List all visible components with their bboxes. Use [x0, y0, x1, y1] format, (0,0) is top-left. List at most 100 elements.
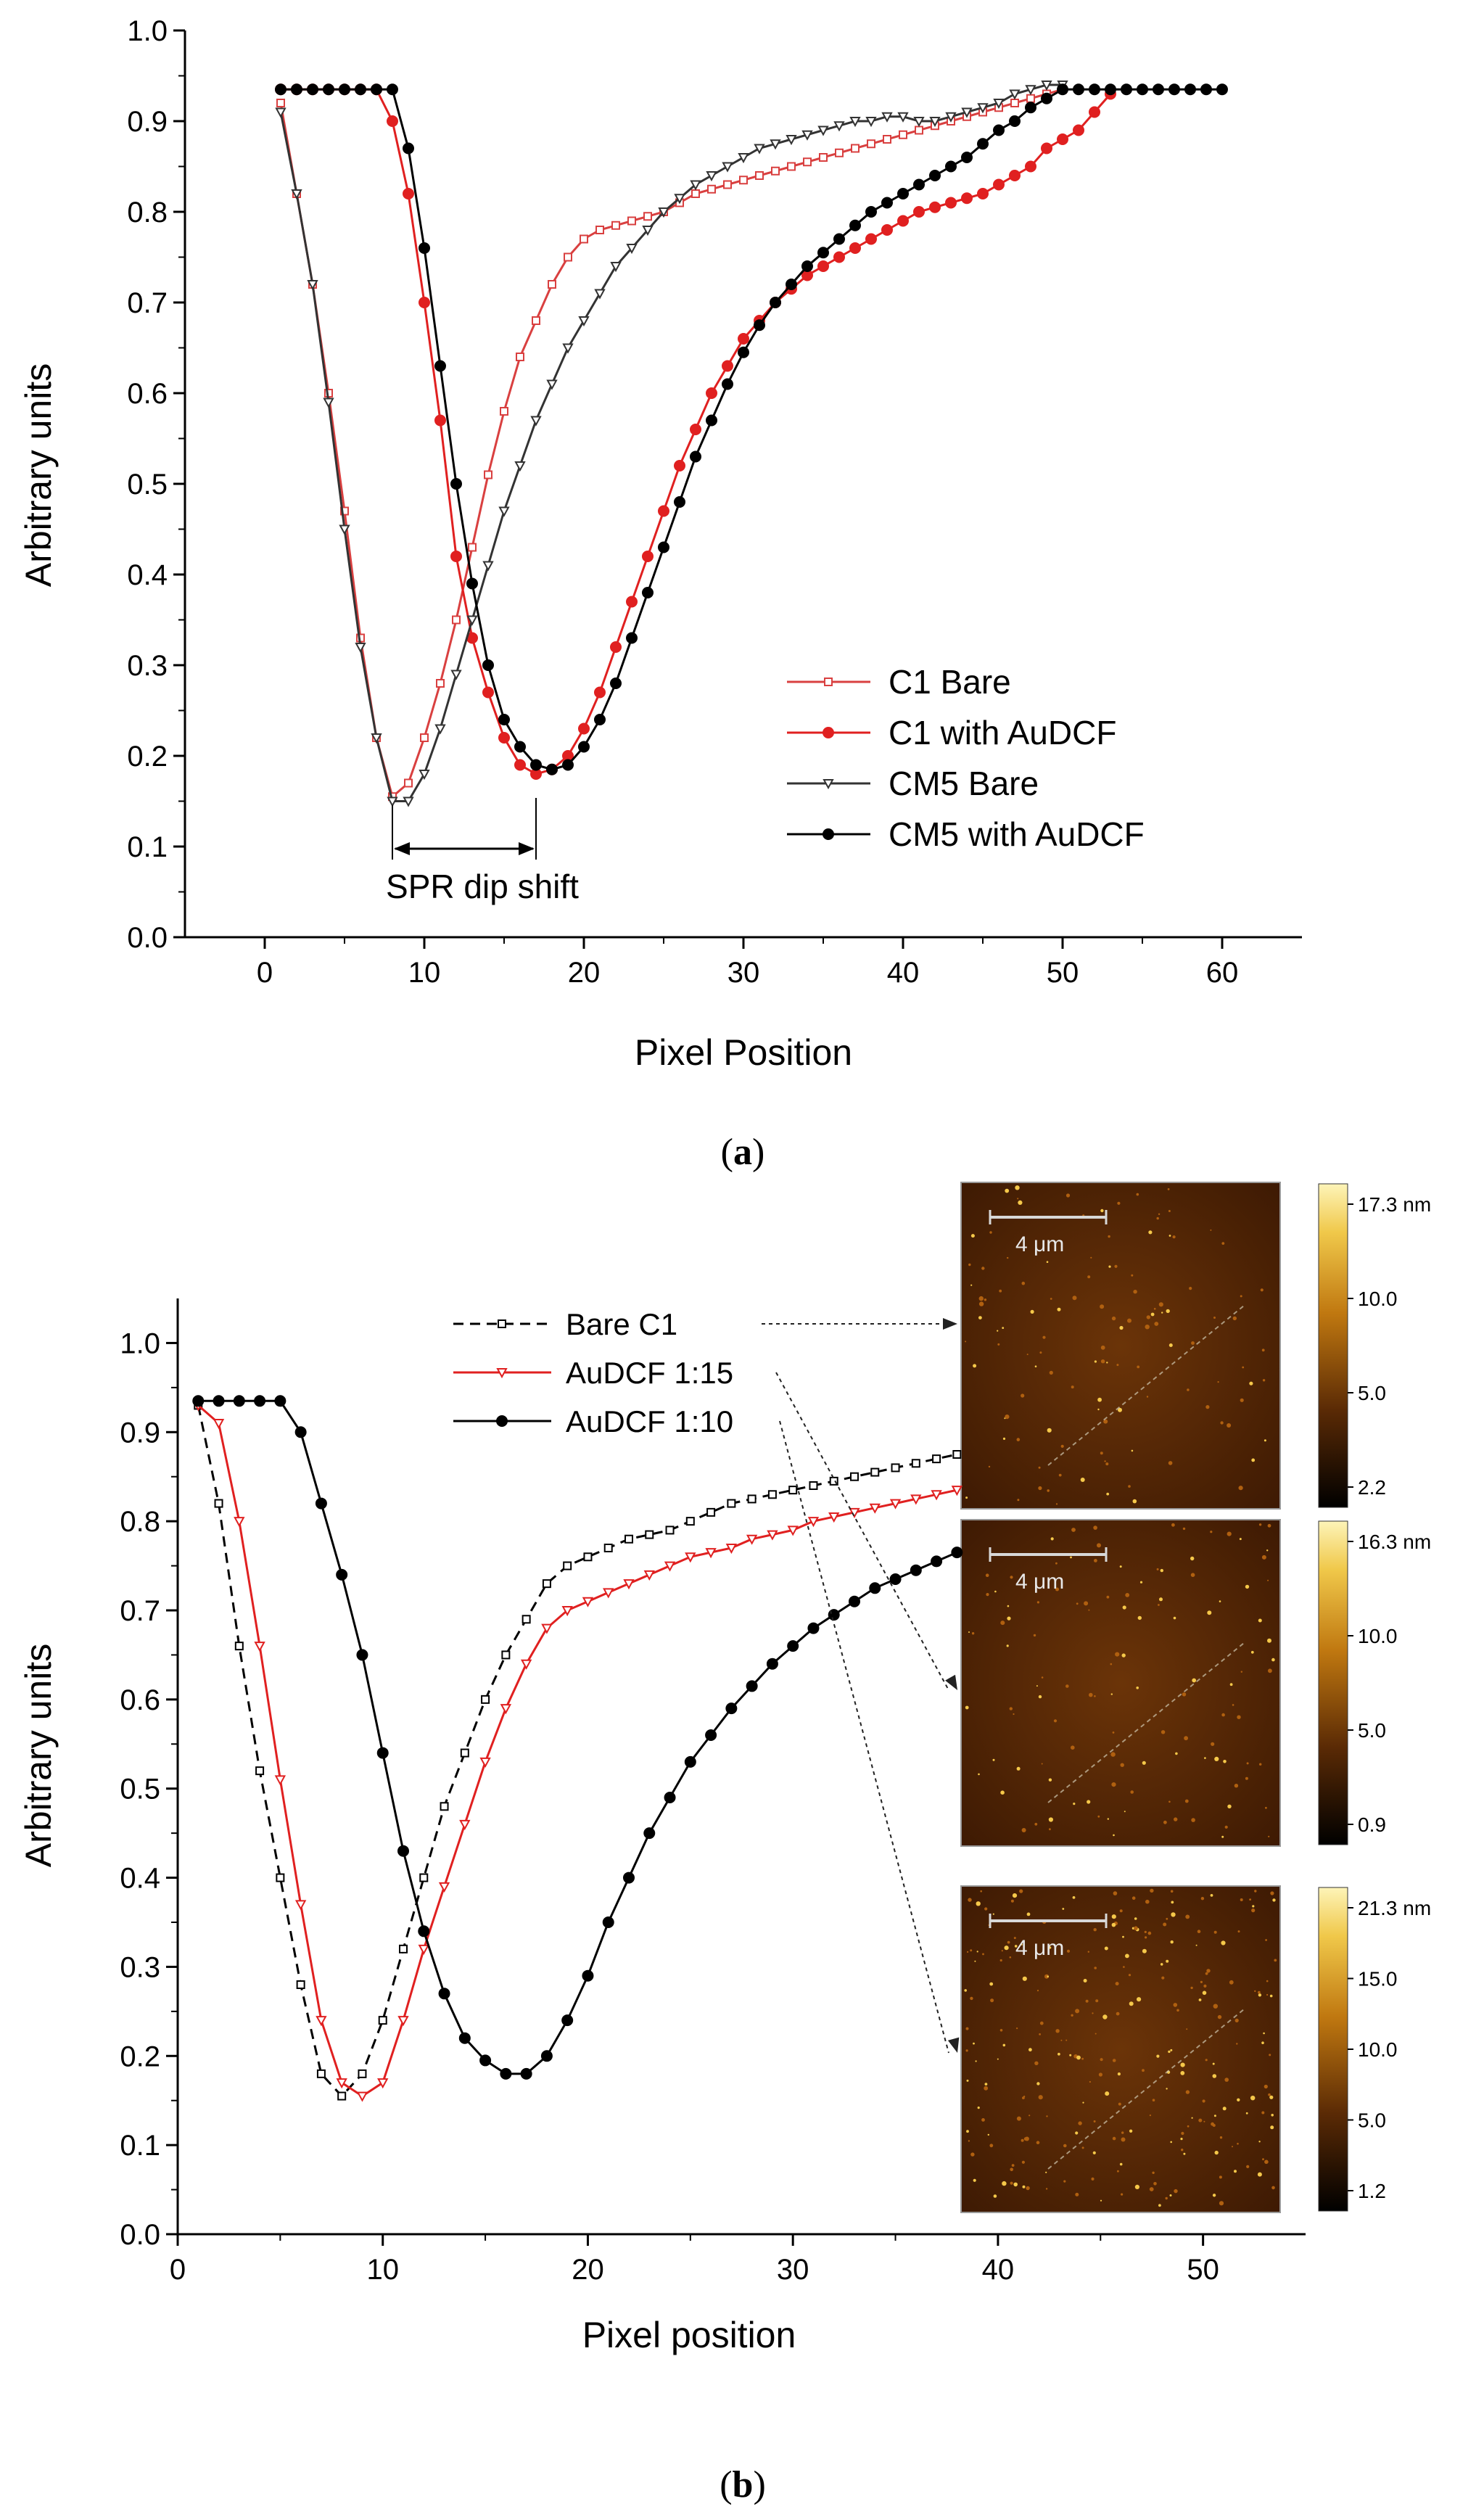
afm-speckle [1187, 1388, 1190, 1391]
afm-speckle [1262, 1379, 1266, 1382]
afm-speckle [970, 1284, 973, 1286]
afm-speckle [1142, 1948, 1147, 1953]
afm-speckle [1210, 1531, 1213, 1533]
panel-b-series-1-point [828, 1512, 840, 1523]
panel-a-series-1-point [450, 551, 462, 562]
panel-a-series-3-point [817, 247, 829, 259]
afm-speckle [1219, 2136, 1223, 2139]
panel-b-series-2-point [418, 1925, 430, 1938]
afm-speckle [1168, 2050, 1171, 2054]
afm-speckle [1062, 1908, 1065, 1910]
afm-speckle [1038, 1466, 1041, 1469]
panel-a-series-1-point [403, 188, 414, 199]
afm-speckle [1100, 1345, 1105, 1350]
afm-speckle [1212, 2124, 1216, 2127]
panel-a-y-tick-label: 0.9 [127, 106, 168, 138]
panel-a-series-0-point [548, 280, 556, 289]
afm-speckle [987, 2133, 990, 2136]
afm-speckle [1142, 1761, 1146, 1765]
panel-a-series-1-point [690, 424, 701, 435]
dip-shift-arrowhead-right [519, 842, 535, 855]
panel-a-series-2-point [626, 244, 638, 255]
panel-a-series-1-point [977, 188, 989, 199]
afm-speckle [1160, 1568, 1164, 1573]
afm-speckle [1111, 1914, 1116, 1919]
panel-b-series-0-point [419, 1873, 429, 1882]
afm-speckle [1117, 2170, 1119, 2173]
panel-b-series-2-point [746, 1680, 758, 1692]
afm-speckle [1047, 1975, 1049, 1978]
panel-a-series-3-point [403, 142, 414, 155]
panel-a-series-3-point [1041, 92, 1052, 104]
panel-b-y-tick-label: 0.5 [120, 1774, 160, 1805]
afm-speckle [1091, 2177, 1095, 2181]
panel-a-x-tick-label: 20 [568, 957, 601, 989]
panel-b-label-letter: b [733, 2464, 754, 2505]
afm-speckle [1094, 1967, 1097, 1969]
afm-speckle [1170, 2141, 1172, 2144]
afm-speckle [1158, 1213, 1161, 1216]
panel-b-series-2-point [397, 1845, 409, 1857]
panel-a-series-0-point [420, 733, 429, 742]
afm-speckle [1013, 2182, 1018, 2187]
afm-speckle [1173, 2003, 1178, 2007]
afm-speckle [1055, 1587, 1059, 1592]
panel-a-series-3-point [865, 206, 877, 218]
afm-speckle [1153, 2182, 1157, 2186]
panel-b-series-1-line [197, 1404, 957, 2098]
afm-speckle [1150, 1888, 1154, 1893]
afm-speckle [1065, 1193, 1071, 1198]
afm-speckle [1240, 1295, 1242, 1298]
afm-speckle [1111, 1316, 1116, 1321]
panel-a-series-2-point [674, 194, 685, 205]
afm-speckle [1259, 1763, 1262, 1766]
afm-speckle [1222, 2107, 1227, 2111]
panel-a-series-3-point [1105, 83, 1116, 96]
afm-speckle [966, 2079, 969, 2082]
afm-speckle [968, 2140, 970, 2142]
panel-a-series-0-point [899, 130, 907, 139]
panel-b-series-1-point [869, 1503, 881, 1514]
panel-a-series-3-point [754, 319, 765, 332]
afm-scale-label-2: 4 μm [1015, 1936, 1064, 1960]
afm-speckle [1075, 2009, 1080, 2014]
panel-b-series-0-point [522, 1615, 531, 1624]
afm-speckle [1084, 1601, 1089, 1606]
afm-speckle [1128, 1485, 1131, 1488]
afm-speckle [1087, 1800, 1091, 1804]
afm-speckle [1246, 2165, 1250, 2168]
afm-speckle [1148, 1230, 1153, 1235]
afm-speckle [1171, 1523, 1175, 1527]
afm-speckle [1018, 1200, 1023, 1205]
afm-speckle [1112, 1732, 1115, 1734]
panel-a-y-tick-label: 0.4 [127, 559, 168, 591]
panel-b-series-2-point [254, 1395, 266, 1407]
panel-a-series-3-point [801, 260, 813, 272]
panel-b-y-tick-label: 0.0 [120, 2219, 160, 2251]
panel-a-series-1-point [1041, 142, 1052, 155]
afm-speckle [1029, 2115, 1031, 2117]
afm-speckle [1039, 2021, 1044, 2025]
afm-speckle [1013, 1937, 1016, 1940]
afm-speckle [1089, 1692, 1093, 1697]
panel-a-legend: C1 Bare C1 with AuDCF CM5 Bare CM5 with AuD… [787, 663, 1145, 853]
afm-speckle [1169, 2194, 1172, 2196]
panel-a-series-2-point [355, 643, 366, 654]
panel-b-xlabel: Pixel position [582, 2315, 796, 2355]
panel-a-series-1-point [674, 460, 685, 472]
panel-a-series-2-point [786, 135, 797, 146]
panel-a-series-3-point [722, 378, 733, 390]
afm-speckle [978, 1301, 984, 1306]
afm-speckle [1075, 2192, 1079, 2196]
afm-speckle [1110, 1693, 1113, 1695]
panel-a-series-0-point [516, 353, 524, 361]
panel-a-series-0-point [739, 176, 748, 185]
afm-speckle [1110, 1663, 1113, 1665]
afm-speckle [1142, 2069, 1145, 2072]
panel-a-series-3-point [642, 587, 654, 598]
panel-b-series-0-point [727, 1499, 736, 1508]
afm-speckle [1012, 1893, 1018, 1898]
afm-speckle [970, 2152, 975, 2157]
panel-b-series-1-point [889, 1499, 902, 1510]
afm-speckle [1049, 1946, 1052, 1949]
